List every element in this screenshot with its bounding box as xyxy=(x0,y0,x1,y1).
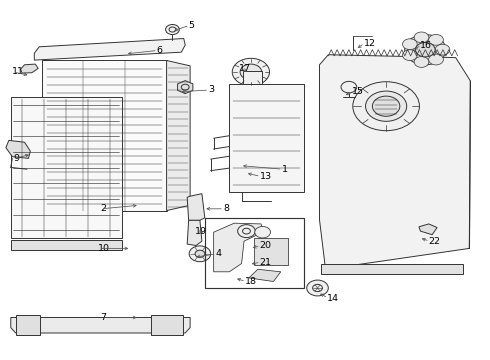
Text: 2: 2 xyxy=(100,204,106,213)
Circle shape xyxy=(307,280,328,296)
Circle shape xyxy=(353,82,419,131)
Bar xyxy=(243,71,262,84)
Bar xyxy=(321,264,463,274)
Text: 1: 1 xyxy=(282,165,288,174)
Circle shape xyxy=(414,57,429,67)
Text: 14: 14 xyxy=(327,294,339,302)
Text: 17: 17 xyxy=(239,64,251,73)
Polygon shape xyxy=(21,64,38,73)
Circle shape xyxy=(255,226,270,238)
Circle shape xyxy=(372,96,400,116)
Bar xyxy=(254,238,288,265)
Circle shape xyxy=(405,35,446,65)
Text: 16: 16 xyxy=(420,40,432,49)
Text: 15: 15 xyxy=(352,87,364,96)
Circle shape xyxy=(402,39,417,50)
Text: 21: 21 xyxy=(260,258,271,266)
Circle shape xyxy=(435,44,450,55)
Circle shape xyxy=(366,91,407,121)
Text: 4: 4 xyxy=(216,249,221,258)
Text: 19: 19 xyxy=(195,227,207,236)
Circle shape xyxy=(238,225,255,238)
Circle shape xyxy=(232,58,270,86)
Polygon shape xyxy=(419,224,437,235)
Polygon shape xyxy=(11,318,190,333)
Text: 8: 8 xyxy=(223,204,229,213)
Polygon shape xyxy=(319,55,470,272)
Bar xyxy=(16,315,40,335)
Text: 13: 13 xyxy=(260,172,272,181)
Bar xyxy=(205,218,304,288)
Polygon shape xyxy=(214,223,263,272)
Polygon shape xyxy=(6,140,30,158)
Circle shape xyxy=(166,24,179,35)
Text: 10: 10 xyxy=(98,244,110,253)
Text: 7: 7 xyxy=(100,313,106,322)
Circle shape xyxy=(195,250,205,257)
Bar xyxy=(11,240,122,250)
Circle shape xyxy=(416,42,435,57)
Bar xyxy=(151,315,183,335)
Polygon shape xyxy=(167,60,190,211)
Circle shape xyxy=(341,81,357,93)
Polygon shape xyxy=(177,81,193,94)
Bar xyxy=(11,97,122,238)
Text: 3: 3 xyxy=(208,85,215,94)
Circle shape xyxy=(429,54,443,65)
Circle shape xyxy=(189,246,211,262)
Text: 6: 6 xyxy=(157,46,163,55)
Circle shape xyxy=(414,32,429,43)
Bar xyxy=(229,84,304,192)
Text: 18: 18 xyxy=(245,277,257,286)
Polygon shape xyxy=(187,220,202,246)
Polygon shape xyxy=(249,269,281,282)
Text: 9: 9 xyxy=(14,154,20,163)
Circle shape xyxy=(402,50,417,60)
Circle shape xyxy=(429,35,443,45)
Circle shape xyxy=(240,64,262,80)
Polygon shape xyxy=(34,39,185,60)
Text: 11: 11 xyxy=(12,68,24,77)
Text: 5: 5 xyxy=(189,21,195,30)
Text: 20: 20 xyxy=(260,241,271,250)
Polygon shape xyxy=(187,194,205,220)
Text: 12: 12 xyxy=(364,39,375,48)
Bar xyxy=(42,60,167,211)
Text: 22: 22 xyxy=(429,237,441,246)
